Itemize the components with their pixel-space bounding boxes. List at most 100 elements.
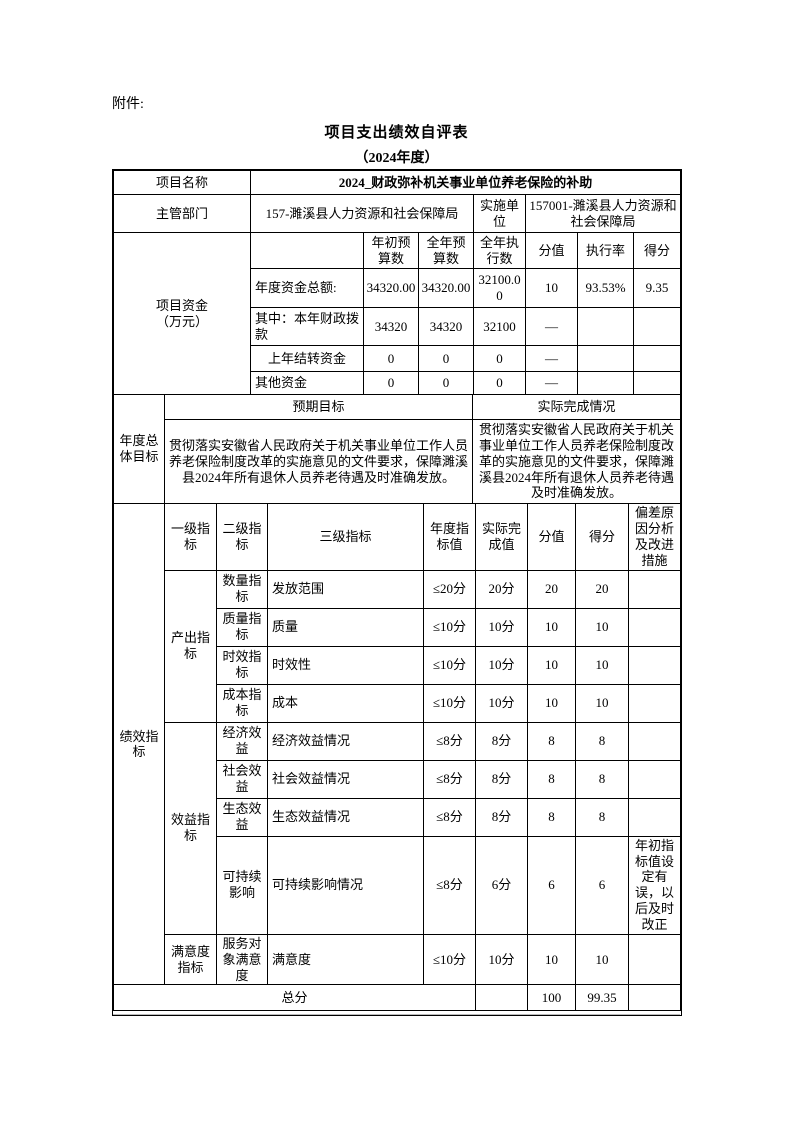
cell-level3: 满意度: [267, 933, 424, 986]
table-row: 效益指标 经济效益 经济效益情况 ≤8分 8分 8 8: [114, 721, 681, 935]
cell-weight: —: [525, 307, 578, 346]
dept-value: 157-濉溪县人力资源和社会保障局: [250, 194, 474, 233]
cell-level2: 生态效益: [216, 797, 268, 837]
cell-actual: 8分: [475, 721, 528, 761]
project-name-value: 2024_财政弥补机关事业单位养老保险的补助: [250, 170, 681, 195]
cell-level3: 生态效益情况: [267, 797, 424, 837]
cell-score: 8: [575, 721, 629, 761]
cell-deviation: [628, 607, 681, 647]
cell-weight: 10: [525, 268, 578, 308]
funding-row-label: 年度资金总额:: [250, 268, 364, 308]
cell-level2: 成本指标: [216, 683, 268, 723]
level1-output-indicators: 产出指标: [164, 569, 217, 723]
table-row: 产出指标 数量指标 发放范围 ≤20分 20分 20 20: [114, 569, 681, 723]
attachment-label: 附件:: [112, 97, 144, 112]
dept-label: 主管部门: [113, 194, 251, 233]
funding-header-rate: 执行率: [577, 232, 634, 269]
cell-weight: 6: [527, 835, 576, 935]
cell-actual: 10分: [475, 683, 528, 723]
cell-level3: 发放范围: [267, 569, 424, 609]
cell-annual-budget: 0: [418, 345, 474, 372]
cell-level3: 质量: [267, 607, 424, 647]
cell-target: ≤10分: [423, 607, 476, 647]
header-level2: 二级指标: [216, 503, 268, 571]
cell-initial-budget: 34320: [363, 307, 419, 346]
cell-executed: 0: [473, 345, 526, 372]
cell-weight: 10: [527, 933, 576, 986]
table-row: 其中：本年财政拨款 34320 34320 32100 —: [114, 307, 681, 346]
cell-deviation: [628, 645, 681, 685]
total-score-label: 总分: [113, 984, 476, 1012]
indicators-section-label: 绩效指标: [113, 503, 165, 986]
cell-level2: 数量指标: [216, 569, 268, 609]
cell-initial-budget: 34320.00: [363, 268, 419, 308]
cell-target: ≤10分: [423, 683, 476, 723]
cell-annual-budget: 34320.00: [418, 268, 474, 308]
funding-header-score: 得分: [633, 232, 681, 269]
cell-level2: 质量指标: [216, 607, 268, 647]
table-row: 成本指标 成本 ≤10分 10分 10 10: [114, 683, 681, 723]
cell-level3: 时效性: [267, 645, 424, 685]
cell-empty: [250, 232, 364, 269]
cell-score: 10: [575, 607, 629, 647]
cell-rate: [577, 307, 634, 346]
level1-benefit-indicators: 效益指标: [164, 721, 217, 935]
level1-satisfaction-indicators: 满意度指标: [164, 933, 217, 986]
cell-score: [633, 307, 681, 346]
table-row: 年度资金总额: 34320.00 34320.00 32100.00 10 93…: [114, 268, 681, 308]
cell-initial-budget: 0: [363, 345, 419, 372]
cell-annual-budget: 34320: [418, 307, 474, 346]
table-row: 项目名称 2024_财政弥补机关事业单位养老保险的补助: [113, 170, 681, 195]
cell-score: 10: [575, 683, 629, 723]
cell-rate: [577, 345, 634, 372]
cell-rate: 93.53%: [577, 268, 634, 308]
cell-actual: 6分: [475, 835, 528, 935]
cell-level2: 时效指标: [216, 645, 268, 685]
header-deviation: 偏差原因分析及改进措施: [628, 503, 681, 571]
cell-target: ≤8分: [423, 721, 476, 761]
cell-score: 20: [575, 569, 629, 609]
cell-empty: [475, 984, 528, 1012]
cell-score: 10: [575, 645, 629, 685]
cell-level3: 可持续影响情况: [267, 835, 424, 935]
funding-row-label: 其他资金: [250, 371, 364, 395]
project-name-label: 项目名称: [113, 170, 251, 195]
cell-score: [633, 371, 681, 395]
funding-header-executed: 全年执行数: [473, 232, 526, 269]
cell-weight: 10: [527, 607, 576, 647]
header-level1: 一级指标: [164, 503, 217, 571]
cell-initial-budget: 0: [363, 371, 419, 395]
table-shadow-line: [113, 1014, 680, 1016]
cell-weight: 10: [527, 683, 576, 723]
total-score-value: 99.35: [575, 984, 629, 1012]
cell-executed: 32100: [473, 307, 526, 346]
table-row: 总分 100 99.35: [113, 984, 681, 1012]
table-row: 年度总体目标 预期目标 实际完成情况: [113, 393, 681, 505]
funding-header-annual-budget: 全年预算数: [418, 232, 474, 269]
cell-level3: 经济效益情况: [267, 721, 424, 761]
cell-target: ≤8分: [423, 835, 476, 935]
self-evaluation-table: 项目名称 2024_财政弥补机关事业单位养老保险的补助 主管部门 157-濉溪县…: [113, 170, 681, 1016]
cell-actual: 10分: [475, 607, 528, 647]
cell-deviation: [628, 569, 681, 609]
cell-empty: [628, 984, 681, 1012]
page-title: 项目支出绩效自评表: [324, 125, 469, 141]
funding-row-label: 上年结转资金: [250, 345, 364, 372]
cell-executed: 32100.00: [473, 268, 526, 308]
cell-score: 6: [575, 835, 629, 935]
funding-header-weight: 分值: [525, 232, 578, 269]
page-subtitle: （2024年度）: [354, 151, 439, 166]
total-weight-value: 100: [527, 984, 576, 1012]
cell-deviation: [628, 721, 681, 761]
funding-header-initial-budget: 年初预算数: [363, 232, 419, 269]
goals-expected-header: 预期目标: [164, 394, 473, 420]
cell-actual: 10分: [475, 933, 528, 986]
table-row: 主管部门 157-濉溪县人力资源和社会保障局 实施单位 157001-濉溪县人力…: [113, 194, 681, 233]
cell-score: 8: [575, 759, 629, 799]
cell-level2: 经济效益: [216, 721, 268, 761]
goals-actual-text: 贯彻落实安徽省人民政府关于机关事业单位工作人员养老保险制度改革的实施意见的文件要…: [472, 418, 681, 505]
header-level3: 三级指标: [267, 503, 424, 571]
cell-annual-budget: 0: [418, 371, 474, 395]
cell-deviation: [628, 933, 681, 986]
